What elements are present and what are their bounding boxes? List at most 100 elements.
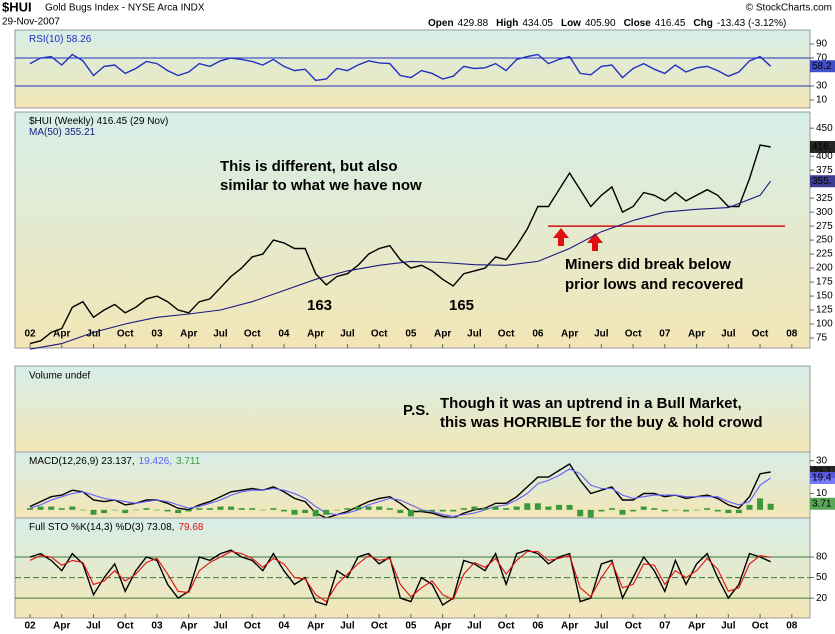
histogram-bar [196,508,203,510]
end-tag [810,60,835,73]
x-tick-label: Jul [213,329,228,340]
y-tick-label: 80 [816,552,828,563]
histogram-bar [185,509,192,512]
quote-value: 405.90 [585,18,616,29]
annotation: 163 [307,297,332,314]
end-label: 58.2 [812,61,832,72]
end-label: 355. [812,176,831,187]
histogram-bar [228,506,235,510]
x-tick-label: Oct [498,621,515,632]
histogram-bar [132,509,139,511]
y-tick-label: 150 [816,291,833,302]
series-line [29,180,772,350]
histogram-bar [513,506,520,510]
histogram-bar [524,503,531,510]
x-tick-label: Jul [340,621,355,632]
y-tick-label: 70 [816,53,828,64]
quote-value: 434.05 [522,18,553,29]
histogram-bar [175,509,182,514]
histogram-bar [397,509,404,514]
histogram-bar [725,509,732,514]
quote-label: Close [624,18,652,29]
x-tick-label: Oct [371,329,388,340]
quote-value: 416.45 [655,18,686,29]
y-tick-label: 400 [816,151,833,162]
x-tick-label: 04 [278,329,290,340]
annotation: P.S. [403,402,429,419]
histogram-bar [122,509,129,514]
x-tick-label: 08 [786,621,798,632]
x-tick-label: Apr [53,329,70,340]
x-tick-label: 06 [532,329,544,340]
x-tick-label: 04 [278,621,290,632]
histogram-bar [651,508,658,510]
histogram-bar [48,506,55,510]
x-tick-label: Apr [180,621,197,632]
x-tick-label: 03 [151,329,163,340]
series-line [29,53,772,82]
histogram-bar [767,503,774,510]
x-tick-label: Jul [594,621,609,632]
legend: Full STO %K(14,3) %D(3) 73.08, 79.68 [29,522,204,533]
histogram-bar [101,509,108,514]
histogram-bar [693,509,700,511]
end-label: 3.71 [812,498,832,509]
histogram-bar [376,506,383,510]
histogram-bar [217,506,224,510]
histogram-bar [69,506,76,510]
x-tick-label: Jul [594,329,609,340]
x-tick-label: Apr [307,329,324,340]
end-label: 19.4 [812,473,832,484]
annotation: similar to what we have now [220,177,422,194]
histogram-bar [333,509,340,511]
x-tick-label: 08 [786,329,798,340]
x-tick-label: Oct [371,621,388,632]
y-tick-label: 10 [816,95,828,106]
legend: MACD(12,26,9) 23.137, 19.426, 3.711 [29,456,201,467]
x-tick-label: 02 [24,329,36,340]
legend: RSI(10) 58.26 [29,34,92,45]
x-tick-label: Oct [117,329,134,340]
y-tick-label: 200 [816,263,833,274]
histogram-bar [58,508,65,510]
x-tick-label: Jul [721,329,736,340]
x-tick-label: Apr [434,621,451,632]
panel-background [14,517,811,619]
quote: Open 429.88 High 434.05 Low 405.90 Close 416.45… [428,18,786,29]
date: 29-Nov-2007 [2,17,60,28]
panel-background [14,29,811,109]
histogram-bar [291,509,298,515]
x-tick-label: Apr [53,621,70,632]
legend-entry: MA(50) 355.21 [29,127,96,138]
histogram-bar [27,508,34,510]
histogram-bar [598,509,605,512]
histogram-bar [429,509,436,512]
x-tick-label: Oct [244,329,261,340]
end-tag [810,472,835,485]
histogram-bar [259,509,266,511]
x-tick-label: Oct [244,621,261,632]
x-tick-label: Jul [721,621,736,632]
end-label: 416. [812,142,831,153]
x-tick-label: Apr [434,329,451,340]
legend: $HUI (Weekly) 416.45 (29 Nov) [29,116,168,127]
y-tick-label: 90 [816,39,828,50]
histogram-bar [471,506,478,510]
y-tick-label: 125 [816,305,833,316]
histogram-bar [238,508,245,510]
legend-entry: 79.68 [178,522,203,533]
histogram-bar [302,509,309,514]
y-tick-label: 450 [816,123,833,134]
annotation: 165 [449,297,474,314]
x-tick-label: Apr [688,329,705,340]
x-tick-label: 07 [659,329,671,340]
histogram-bar [323,509,330,515]
histogram-bar [249,508,256,510]
x-tick-label: Oct [752,329,769,340]
histogram-bar [280,509,287,512]
source: © StockCharts.com [746,3,832,14]
x-tick-label: 07 [659,621,671,632]
histogram-bar [450,509,457,512]
x-tick-label: Jul [213,621,228,632]
